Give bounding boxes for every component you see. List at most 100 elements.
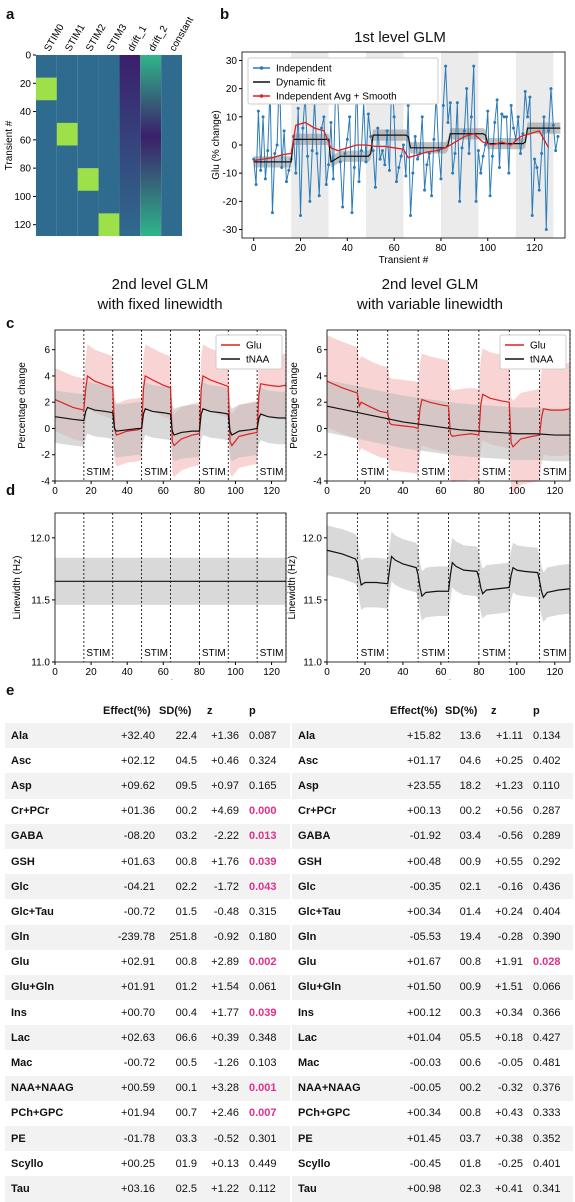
stim-label: STIM [421, 467, 445, 478]
effect-cell: -00.03 [409, 1057, 441, 1070]
independent-point [554, 149, 558, 153]
table-row: Glu+Gln +01.91 01.2 +1.54 0.061 [5, 974, 290, 1001]
effect-cell: +01.04 [390, 1025, 445, 1051]
effect-cell: +00.34 [407, 1107, 441, 1120]
sd-cell: 01.2 [159, 974, 201, 1001]
y-tick-label: 6 [44, 345, 50, 356]
matrix-column-STIM3 [98, 55, 120, 236]
stim-label: STIM [144, 648, 168, 659]
metabolite-cell: Ins [11, 1006, 27, 1019]
sd-cell: 00.8 [175, 956, 197, 969]
plot-frame [54, 512, 287, 663]
y-tick-label: 30 [226, 56, 238, 67]
metabolite-cell: PE [292, 1126, 390, 1152]
p-cell: 0.000 [249, 805, 277, 818]
table-row: Glu +01.67 00.8 +1.91 0.028 [292, 950, 573, 975]
header-sd: SD(%) [445, 705, 478, 717]
metabolite-cell: Tau [292, 1176, 390, 1202]
p-cell: 0.112 [243, 1176, 290, 1202]
independent-point [273, 151, 277, 155]
independent-point [310, 149, 314, 153]
independent-point [451, 171, 455, 175]
metabolite-cell: Glu+Gln [5, 974, 103, 1001]
independent-point [441, 104, 445, 108]
glm1-title: 1st level GLM [354, 29, 446, 46]
effect-cell: -01.78 [103, 1126, 159, 1152]
header-z: z [207, 705, 213, 717]
x-tick-label: 120 [263, 667, 280, 678]
effect-cell: +00.70 [121, 1006, 155, 1019]
x-tick-label: 60 [158, 667, 170, 678]
metabolite-cell: Cr+PCr [298, 805, 337, 818]
p-cell: 0.061 [243, 974, 290, 1001]
independent-point [402, 143, 405, 147]
table-row: GSH +00.48 00.9 +0.55 0.292 [292, 849, 573, 874]
effect-cell: +02.12 [121, 754, 155, 767]
independent-point [341, 205, 345, 209]
x-tick-label: 60 [158, 486, 170, 495]
p-cell: 0.013 [243, 823, 290, 849]
independent-point [259, 168, 263, 172]
independent-point [537, 188, 541, 192]
x-tick-label: 60 [435, 486, 447, 495]
metabolite-cell: Glu [298, 956, 317, 969]
table-row: Gln -239.78 251.8 -0.92 0.180 [5, 924, 290, 950]
independent-point [512, 126, 516, 130]
y-tick-label: 4 [316, 371, 322, 382]
p-cell: 0.449 [249, 1157, 277, 1170]
independent-point [254, 182, 258, 186]
z-cell: +2.46 [211, 1107, 239, 1120]
x-tick-label: 120 [526, 243, 543, 254]
legend-box [215, 334, 283, 370]
x-axis-label: Transient # [424, 679, 474, 680]
independent-point [399, 154, 403, 158]
p-cell: 0.028 [533, 956, 561, 969]
z-cell: -0.05 [497, 1057, 523, 1070]
y-tick-label: 11.5 [31, 595, 50, 606]
table-row: Scyllo +00.25 01.9 +0.13 0.449 [5, 1151, 290, 1176]
effect-cell: +00.48 [407, 855, 441, 868]
y-tick-label: 2 [44, 398, 50, 409]
sd-cell: 00.4 [175, 1006, 197, 1019]
metabolite-cell: Ala [5, 723, 103, 749]
metabolite-cell: GABA [292, 823, 390, 849]
y-tick-label: 11.0 [303, 658, 322, 669]
z-cell: +0.55 [495, 855, 523, 868]
independent-point [458, 199, 462, 203]
table-row: NAA+NAAG -00.05 00.2 -0.32 0.376 [292, 1075, 573, 1101]
x-tick-label: 80 [473, 486, 485, 495]
metabolite-cell: Cr+PCr [11, 805, 50, 818]
legend-label: Dynamic fit [276, 78, 326, 89]
y-tick-label: 0 [316, 424, 322, 435]
independent-point [439, 177, 443, 181]
p-cell: 0.007 [249, 1107, 277, 1120]
independent-point [535, 166, 539, 170]
independent-point [397, 166, 401, 170]
p-cell: 0.481 [533, 1057, 561, 1070]
independent-point [467, 151, 471, 155]
sd-cell: 00.2 [445, 1075, 485, 1101]
p-cell: 0.315 [249, 905, 277, 918]
effect-cell: +00.12 [407, 1006, 441, 1019]
x-tick-label: 60 [435, 667, 447, 678]
p-cell: 0.366 [533, 1006, 561, 1019]
independent-point [519, 151, 523, 155]
stim-label: STIM [144, 467, 168, 478]
independent-point [533, 157, 537, 161]
table-row: GSH +01.63 00.8 +1.76 0.039 [5, 849, 290, 874]
y-tick-label: 100 [14, 192, 31, 203]
sd-cell: 02.5 [159, 1176, 201, 1202]
sd-cell: 00.6 [459, 1057, 481, 1070]
independent-point [547, 129, 551, 133]
band-tnaa [327, 379, 570, 462]
effect-cell: +23.55 [390, 773, 445, 799]
independent-point [317, 194, 321, 198]
independent-point [380, 149, 384, 153]
independent-point [411, 171, 415, 175]
x-tick-label: 80 [194, 667, 206, 678]
metabolite-cell: GSH [11, 855, 35, 868]
z-cell: +0.56 [495, 805, 523, 818]
independent-point [530, 213, 534, 217]
independent-point [504, 115, 508, 119]
independent-point [493, 120, 497, 124]
